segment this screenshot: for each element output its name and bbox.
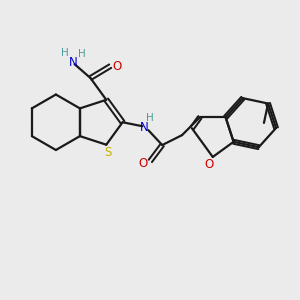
Text: S: S bbox=[105, 146, 112, 159]
Text: H: H bbox=[61, 48, 69, 58]
Text: O: O bbox=[204, 158, 213, 171]
Text: H: H bbox=[146, 113, 154, 123]
Text: H: H bbox=[78, 49, 86, 59]
Text: N: N bbox=[140, 121, 149, 134]
Text: N: N bbox=[69, 56, 78, 69]
Text: O: O bbox=[139, 158, 148, 170]
Text: O: O bbox=[112, 60, 122, 73]
